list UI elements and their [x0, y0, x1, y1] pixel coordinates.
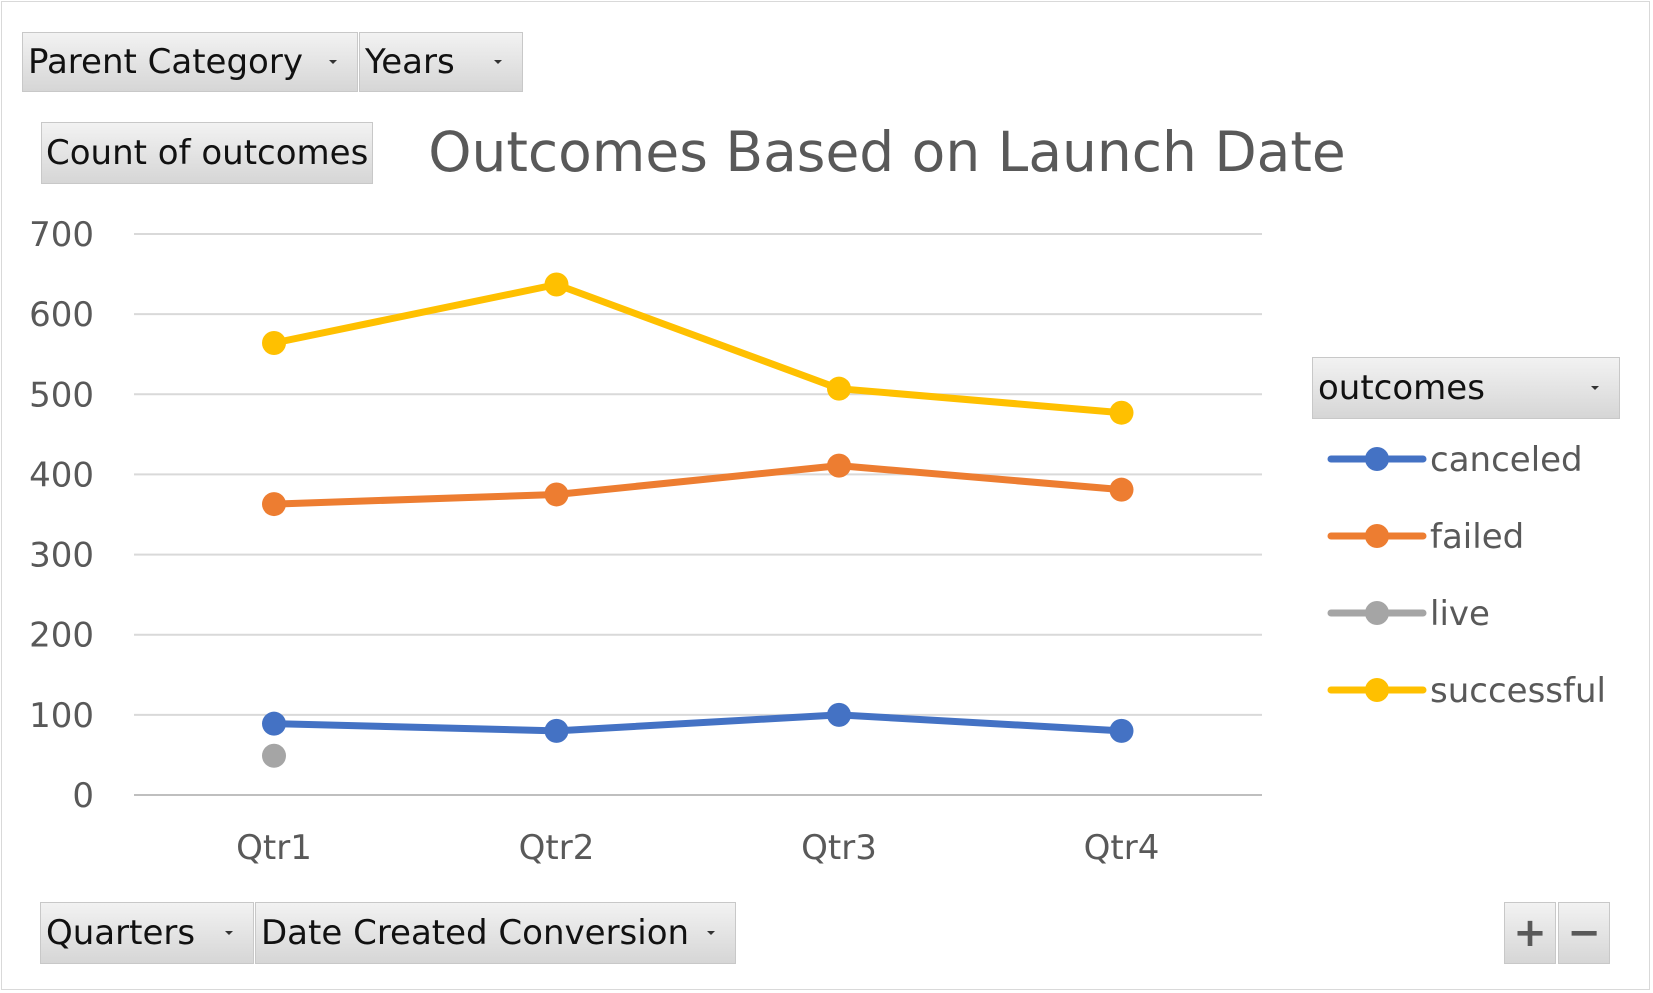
- y-tick-label: 500: [29, 375, 94, 415]
- y-tick-label: 200: [29, 616, 94, 656]
- x-tick-label: Qtr3: [801, 828, 877, 868]
- expand-field-button[interactable]: +: [1504, 902, 1556, 964]
- y-axis-tick-labels: 0 100 200 300 400 500 600 700: [29, 215, 94, 816]
- y-tick-label: 100: [29, 696, 94, 736]
- y-tick-label: 0: [72, 776, 94, 816]
- collapse-field-button[interactable]: −: [1558, 902, 1610, 964]
- y-tick-label: 700: [29, 215, 94, 255]
- data-point-failed: [1109, 477, 1134, 502]
- y-tick-label: 600: [29, 295, 94, 335]
- y-tick-label: 400: [29, 455, 94, 495]
- legend-entry-failed: failed: [1327, 517, 1524, 557]
- outcomes-label: outcomes: [1318, 368, 1485, 408]
- outcomes-legend-filter-button[interactable]: outcomes: [1312, 357, 1620, 419]
- legend-entries: canceled failed live successful: [1327, 440, 1606, 711]
- dropdown-arrow-icon: [329, 60, 337, 64]
- series-line-canceled: [270, 711, 1125, 735]
- x-tick-label: Qtr4: [1084, 828, 1160, 868]
- gridlines: [134, 233, 1262, 796]
- value-field-label: Count of outcomes: [46, 133, 369, 173]
- plus-icon: +: [1513, 910, 1547, 956]
- data-point-failed: [827, 453, 851, 478]
- minus-icon: −: [1567, 910, 1601, 956]
- years-filter-button[interactable]: Years: [359, 32, 523, 92]
- data-point-live: [262, 743, 286, 768]
- data-point-canceled: [1109, 718, 1134, 743]
- series-live: [262, 743, 286, 768]
- data-point-canceled: [544, 718, 569, 743]
- dropdown-arrow-icon: [707, 931, 715, 935]
- x-tick-label: Qtr1: [236, 828, 312, 868]
- dropdown-arrow-icon: [494, 60, 502, 64]
- legend-swatch-marker: [1365, 524, 1389, 548]
- y-tick-label: 300: [29, 536, 94, 576]
- years-label: Years: [365, 42, 455, 82]
- legend-entry-successful: successful: [1327, 671, 1606, 711]
- data-point-successful: [544, 272, 569, 297]
- data-point-canceled: [827, 702, 851, 727]
- legend-label: successful: [1430, 671, 1606, 711]
- legend-label: canceled: [1430, 440, 1583, 480]
- data-point-successful: [262, 330, 286, 355]
- series-line-successful: [270, 280, 1125, 417]
- data-point-canceled: [262, 711, 286, 736]
- data-point-successful: [1109, 400, 1134, 425]
- series-successful: [262, 272, 1134, 425]
- series-failed: [262, 453, 1134, 517]
- quarters-filter-button[interactable]: Quarters: [40, 902, 254, 964]
- data-point-successful: [827, 376, 851, 401]
- legend-swatch-marker: [1365, 447, 1389, 471]
- series-line-failed: [270, 462, 1125, 508]
- chart-title: Outcomes Based on Launch Date: [428, 120, 1346, 184]
- data-point-failed: [262, 492, 286, 517]
- parent-category-label: Parent Category: [28, 42, 303, 82]
- date-created-conversion-filter-button[interactable]: Date Created Conversion: [255, 902, 736, 964]
- value-field-button[interactable]: Count of outcomes: [41, 122, 373, 184]
- legend-swatch-marker: [1365, 601, 1389, 625]
- dropdown-arrow-icon: [225, 931, 233, 935]
- series-canceled: [262, 702, 1134, 743]
- series-lines: [262, 272, 1134, 768]
- legend-entry-canceled: canceled: [1327, 440, 1583, 480]
- date-created-conversion-label: Date Created Conversion: [261, 913, 690, 953]
- legend-label: failed: [1430, 517, 1524, 557]
- x-tick-label: Qtr2: [519, 828, 595, 868]
- legend-swatch-marker: [1365, 678, 1389, 702]
- x-axis-tick-labels: Qtr1 Qtr2 Qtr3 Qtr4: [236, 828, 1159, 868]
- data-point-failed: [544, 482, 569, 507]
- legend-entry-live: live: [1327, 594, 1490, 634]
- quarters-label: Quarters: [46, 913, 196, 953]
- parent-category-filter-button[interactable]: Parent Category: [22, 32, 358, 92]
- dropdown-arrow-icon: [1591, 386, 1599, 390]
- legend-label: live: [1430, 594, 1490, 634]
